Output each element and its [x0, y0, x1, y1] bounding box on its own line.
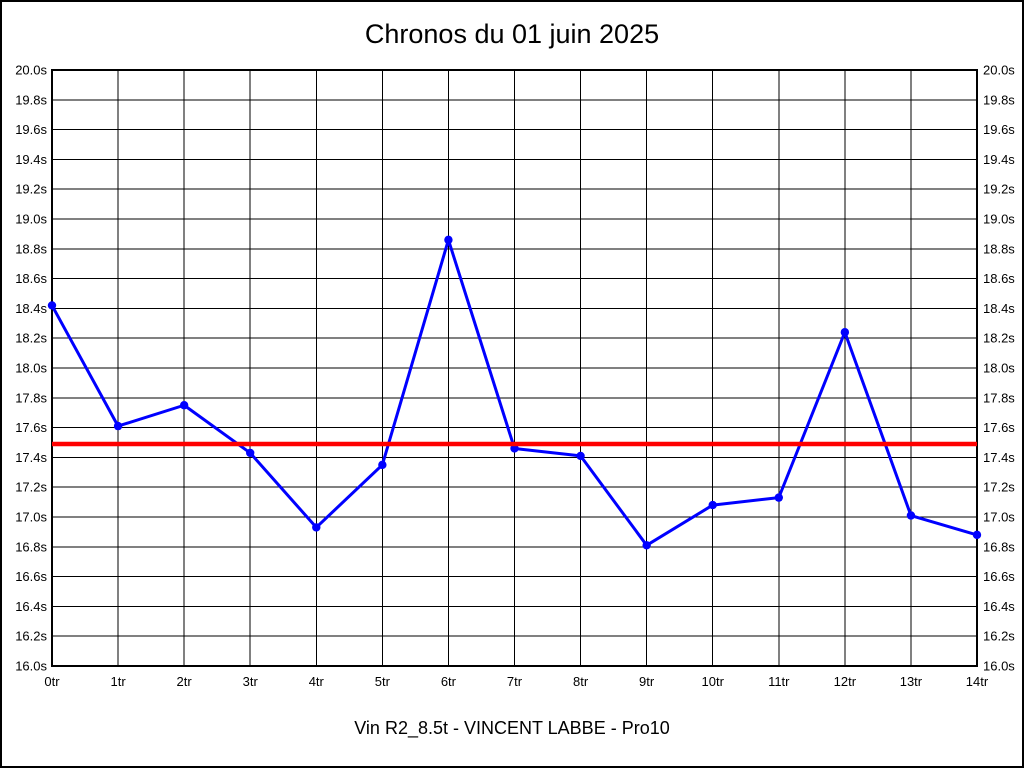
x-tick-label: 13tr	[900, 674, 923, 689]
chart-title: Chronos du 01 juin 2025	[364, 19, 660, 49]
x-tick-label: 6tr	[441, 674, 457, 689]
y-tick-label-right: 18.6s	[983, 271, 1015, 286]
y-tick-label-left: 16.8s	[15, 539, 47, 554]
chart-caption: Vin R2_8.5t - VINCENT LABBE - Pro10	[354, 718, 670, 738]
y-tick-label-left: 19.0s	[15, 212, 47, 227]
y-tick-label-left: 17.4s	[15, 450, 47, 465]
x-tick-label: 12tr	[834, 674, 857, 689]
y-tick-label-right: 18.4s	[983, 301, 1015, 316]
plot-frame	[51, 69, 978, 667]
x-tick-label: 1tr	[110, 674, 126, 689]
y-tick-label-right: 19.0s	[983, 212, 1015, 227]
y-tick-label-left: 19.8s	[15, 92, 47, 107]
y-tick-label-right: 18.2s	[983, 331, 1015, 346]
x-tick-label: 7tr	[507, 674, 523, 689]
x-tick-label: 8tr	[573, 674, 589, 689]
y-tick-label-left: 19.4s	[15, 152, 47, 167]
data-point	[179, 401, 189, 410]
data-point	[972, 530, 982, 540]
y-tick-label-right: 19.4s	[983, 152, 1015, 167]
data-point	[312, 523, 321, 532]
data-point	[378, 460, 387, 470]
y-tick-label-left: 18.0s	[15, 361, 47, 376]
y-tick-label-right: 17.0s	[983, 510, 1015, 525]
y-tick-label-left: 18.8s	[15, 241, 47, 256]
data-point	[774, 493, 783, 502]
x-tick-label: 4tr	[309, 674, 325, 689]
x-tick-label: 11tr	[768, 674, 790, 689]
y-tick-label-right: 18.0s	[983, 361, 1015, 376]
y-tick-label-left: 16.4s	[15, 599, 47, 614]
data-point	[708, 500, 717, 510]
y-tick-label-left: 19.6s	[15, 122, 47, 137]
grid	[51, 69, 978, 667]
y-tick-label-left: 16.0s	[15, 659, 47, 674]
y-tick-label-left: 20.0s	[15, 63, 47, 78]
y-tick-label-left: 17.6s	[15, 420, 47, 435]
data-point	[510, 444, 519, 453]
axis-labels: 16.0s 16.0s 16.2s 16.2s 16.4s 16.4s 16.6s 16.6s…	[15, 63, 1015, 690]
y-tick-label-right: 17.8s	[983, 390, 1015, 405]
x-tick-label: 14tr	[966, 674, 989, 689]
y-tick-label-left: 17.0s	[15, 510, 47, 525]
y-tick-label-right: 17.6s	[983, 420, 1015, 435]
data-point	[642, 541, 651, 550]
x-tick-label: 3tr	[243, 674, 259, 689]
y-tick-label-left: 16.2s	[15, 629, 47, 644]
x-tick-label: 0tr	[44, 674, 60, 689]
data-point	[576, 451, 585, 461]
y-tick-label-right: 20.0s	[983, 63, 1015, 78]
y-tick-label-left: 17.2s	[15, 480, 47, 495]
x-tick-label: 5tr	[375, 674, 391, 689]
y-tick-label-left: 16.6s	[15, 569, 47, 584]
y-tick-label-left: 18.2s	[15, 331, 47, 346]
y-tick-label-right: 16.2s	[983, 629, 1015, 644]
y-tick-label-left: 19.2s	[15, 182, 47, 197]
y-tick-label-right: 16.4s	[983, 599, 1015, 614]
data-point	[906, 511, 916, 520]
x-tick-label: 9tr	[639, 674, 655, 689]
y-tick-label-right: 16.0s	[983, 659, 1015, 674]
y-tick-label-left: 17.8s	[15, 390, 47, 405]
data-point	[840, 328, 850, 337]
y-tick-label-right: 16.6s	[983, 569, 1015, 584]
y-tick-label-left: 18.4s	[15, 301, 47, 316]
data-point	[113, 421, 123, 431]
y-tick-label-left: 18.6s	[15, 271, 47, 286]
data-point	[246, 448, 255, 458]
y-tick-label-right: 19.6s	[983, 122, 1015, 137]
y-tick-label-right: 19.2s	[983, 182, 1015, 197]
y-tick-label-right: 19.8s	[983, 92, 1015, 107]
y-tick-label-right: 16.8s	[983, 539, 1015, 554]
y-tick-label-right: 18.8s	[983, 241, 1015, 256]
data-point	[444, 235, 453, 245]
x-tick-label: 10tr	[702, 674, 725, 689]
y-tick-label-right: 17.4s	[983, 450, 1015, 465]
y-tick-label-right: 17.2s	[983, 480, 1015, 495]
data-point	[47, 301, 57, 310]
x-tick-label: 2tr	[177, 674, 193, 689]
